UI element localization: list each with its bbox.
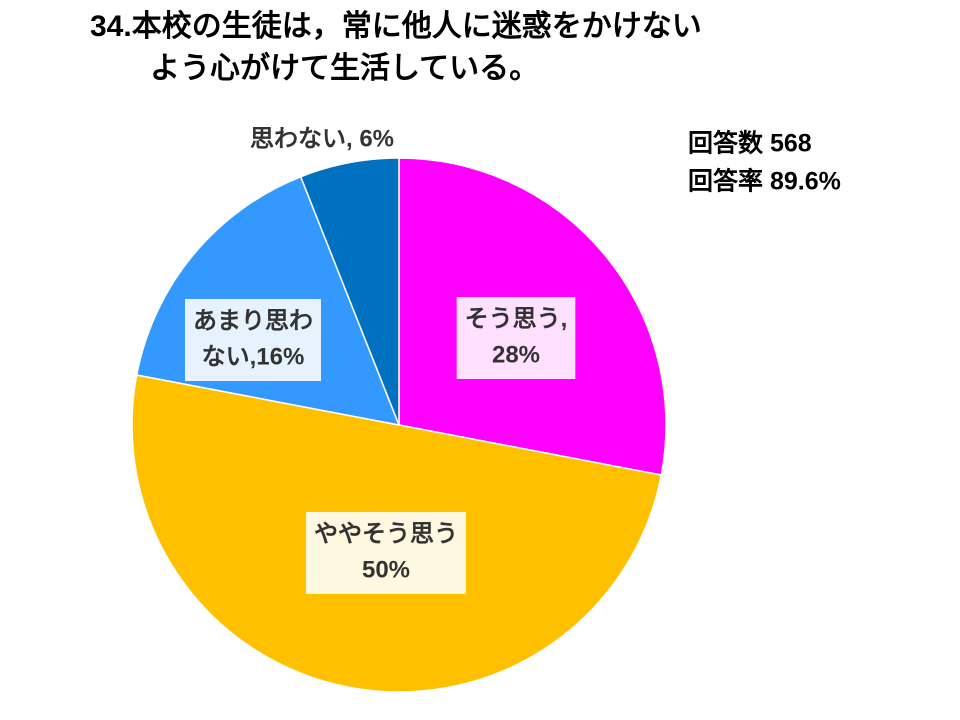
label-box	[456, 297, 576, 379]
annotation: 回答率 89.6%	[688, 167, 841, 196]
label-box	[185, 299, 321, 381]
data-label: 28%	[492, 341, 540, 368]
data-label: そう思う,	[465, 305, 568, 332]
label-box	[306, 512, 466, 594]
pie	[131, 157, 667, 693]
data-label: あまり思わ	[193, 307, 313, 334]
chart-title: 34.本校の生徒は，常に他人に迷惑をかけない	[90, 9, 702, 43]
annotation: 回答数 568	[688, 129, 812, 158]
data-label: ややそう思う	[314, 520, 458, 547]
pie-slice	[299, 157, 400, 426]
data-label: 思わない, 6%	[250, 125, 394, 152]
data-label: 50%	[362, 556, 410, 583]
chart-title: よう心がけて生活している。	[150, 51, 539, 85]
data-label: ない,16%	[202, 343, 305, 370]
